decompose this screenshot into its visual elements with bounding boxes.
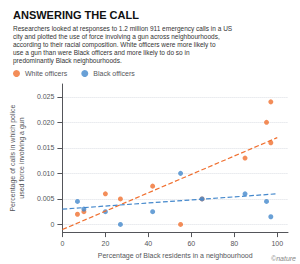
svg-text:Researchers looked at response: Researchers looked at responses to 1.2 m… <box>13 25 233 33</box>
svg-text:100: 100 <box>271 240 283 247</box>
svg-text:0.025: 0.025 <box>37 93 55 100</box>
svg-text:according to their racial comp: according to their racial composition. W… <box>13 41 216 49</box>
svg-text:ANSWERING THE CALL: ANSWERING THE CALL <box>13 9 139 21</box>
svg-text:city and plotted the use of fo: city and plotted the use of force involv… <box>13 33 220 41</box>
svg-text:predominantly Black neighbourh: predominantly Black neighbourhoods. <box>13 57 122 65</box>
svg-text:0: 0 <box>60 240 64 247</box>
svg-text:used force involving a gun: used force involving a gun <box>18 117 26 198</box>
svg-text:40: 40 <box>144 240 152 247</box>
svg-text:use a gun than were Black offi: use a gun than were Black officers and m… <box>13 49 190 57</box>
svg-text:20: 20 <box>101 240 109 247</box>
svg-text:60: 60 <box>187 240 195 247</box>
svg-text:0.010: 0.010 <box>37 170 55 177</box>
svg-text:0.015: 0.015 <box>37 144 55 151</box>
svg-text:80: 80 <box>230 240 238 247</box>
svg-text:0.020: 0.020 <box>37 119 55 126</box>
svg-text:Percentage of calls in which p: Percentage of calls in which police <box>9 104 17 211</box>
svg-text:©nature: ©nature <box>271 255 296 262</box>
svg-text:Black officers: Black officers <box>93 70 135 77</box>
svg-text:0.005: 0.005 <box>37 195 55 202</box>
svg-text:Percentage of Black residents: Percentage of Black residents in a neigh… <box>98 252 253 260</box>
svg-text:0: 0 <box>51 221 55 228</box>
svg-text:White officers: White officers <box>25 70 68 77</box>
